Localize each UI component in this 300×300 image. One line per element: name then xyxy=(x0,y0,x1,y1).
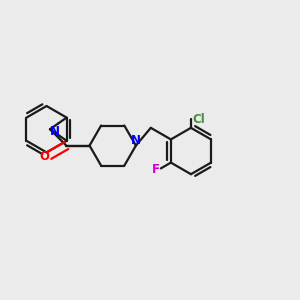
Text: N: N xyxy=(131,134,141,147)
Text: F: F xyxy=(152,164,160,176)
Text: Cl: Cl xyxy=(192,113,205,126)
Text: N: N xyxy=(50,125,59,138)
Text: O: O xyxy=(39,150,49,164)
